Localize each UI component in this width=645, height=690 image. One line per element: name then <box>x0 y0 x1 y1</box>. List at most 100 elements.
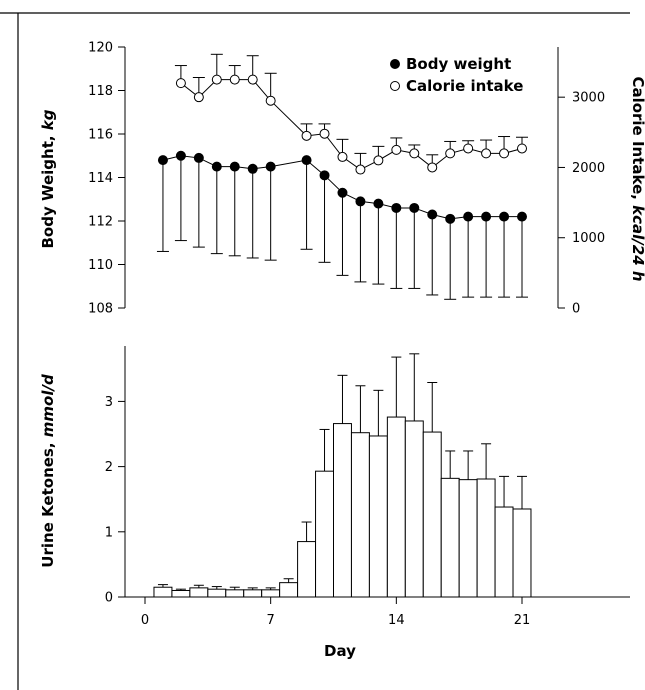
calorie-intake-point <box>391 144 402 155</box>
calorie-intake-point <box>337 151 348 162</box>
calorie-intake-point <box>211 74 222 85</box>
body-weight-point <box>463 211 474 222</box>
right-y-tick-label: 3000 <box>572 91 605 106</box>
calorie-intake-point <box>463 143 474 154</box>
body-weight-point <box>409 202 420 213</box>
legend-label-body-weight: Body weight <box>406 55 511 73</box>
ketone-bar <box>315 470 334 598</box>
body-weight-point <box>337 187 348 198</box>
calorie-intake-point <box>265 95 276 106</box>
ketone-bar <box>350 432 370 598</box>
calorie-intake-point <box>499 148 510 159</box>
calorie-intake-point <box>427 162 438 173</box>
body-weight-point <box>319 170 330 181</box>
x-tick-label: 14 <box>388 613 405 628</box>
body-weight-point <box>517 211 527 222</box>
body-weight-point <box>193 152 204 163</box>
urine-ketones-chart: 0 1 2 3 0 7 14 21 Urine Ketones, mmol/d Day <box>39 346 630 660</box>
ketone-bar <box>404 420 424 598</box>
calorie-intake-point <box>409 148 420 159</box>
left-y-tick-label: 120 <box>88 41 113 56</box>
x-tick-label: 0 <box>141 613 149 628</box>
left-y-tick-label: 110 <box>88 258 113 273</box>
bottom-y-axis-label: Urine Ketones, mmol/d <box>39 374 57 568</box>
calorie-intake-point <box>319 128 330 139</box>
body-weight-calorie-chart: 108 110 112 114 116 118 120 0 1000 2000 3000 Body… <box>39 41 645 317</box>
bottom-y-tick-label: 0 <box>105 591 113 606</box>
ketone-bar <box>189 587 209 598</box>
axis-label-name: Calorie Intake, <box>629 76 645 205</box>
ketone-bar <box>279 582 299 598</box>
x-axis-label: Day <box>324 642 356 660</box>
ketone-bar <box>297 541 317 598</box>
calorie-intake-point <box>517 143 527 154</box>
bars <box>153 353 532 598</box>
body-weight-point <box>445 213 456 224</box>
ketone-bar <box>476 478 496 598</box>
ketone-bar <box>333 423 352 598</box>
right-y-tick-label: 0 <box>572 302 580 317</box>
left-y-tick-label: 108 <box>88 302 113 317</box>
axis-label-name: Urine Ketones, <box>39 437 57 568</box>
axis-label-name: Body Weight, <box>39 130 57 248</box>
ketone-bar <box>207 588 227 598</box>
series-points <box>157 74 527 224</box>
body-weight-point <box>499 211 510 222</box>
bottom-y-tick-label: 2 <box>105 460 113 475</box>
bottom-y-ticks: 0 1 2 3 <box>105 395 125 606</box>
left-y-tick-label: 114 <box>88 171 113 186</box>
ketone-bar <box>440 477 460 598</box>
body-weight-point <box>211 161 222 172</box>
axis-label-unit: mmol/d <box>39 374 57 437</box>
left-y-axis-label: Body Weight, kg <box>39 109 57 248</box>
body-weight-point <box>229 161 240 172</box>
x-tick-label: 21 <box>514 613 531 628</box>
legend-marker-calorie-intake <box>390 81 400 91</box>
legend: Body weight Calorie intake <box>390 55 523 95</box>
calorie-intake-point <box>301 130 312 141</box>
bottom-y-tick-label: 1 <box>105 525 113 540</box>
bottom-x-ticks: 0 7 14 21 <box>141 597 530 628</box>
bottom-y-tick-label: 3 <box>105 395 113 410</box>
left-y-ticks: 108 110 112 114 116 118 120 <box>88 41 125 317</box>
ketone-bar <box>422 431 442 598</box>
left-y-tick-label: 116 <box>88 128 113 143</box>
right-y-ticks: 0 1000 2000 3000 <box>558 91 605 317</box>
ketone-bar <box>386 416 406 598</box>
body-weight-point <box>373 198 384 209</box>
calorie-intake-point <box>247 74 258 85</box>
calorie-intake-point <box>355 164 366 175</box>
calorie-intake-point <box>373 155 384 166</box>
body-weight-point <box>481 211 492 222</box>
body-weight-point <box>355 196 366 207</box>
calorie-intake-point <box>229 74 240 85</box>
ketone-bar <box>458 479 478 598</box>
axis-label-unit: kg <box>39 109 57 130</box>
legend-label-calorie-intake: Calorie intake <box>406 77 523 95</box>
body-weight-point <box>157 155 168 166</box>
right-y-tick-label: 1000 <box>572 231 605 246</box>
ketone-bar <box>494 506 514 598</box>
ketone-bar <box>368 435 388 598</box>
ketone-bar <box>171 589 191 598</box>
body-weight-point <box>301 155 312 166</box>
left-y-tick-label: 112 <box>88 215 113 230</box>
legend-marker-body-weight <box>390 59 400 69</box>
ketone-bar <box>512 508 532 598</box>
ketone-bar <box>153 586 173 598</box>
calorie-intake-point <box>193 92 204 103</box>
ketone-bar <box>225 589 245 598</box>
calorie-intake-point <box>445 148 456 159</box>
right-y-axis-label: Calorie Intake, kcal/24 h <box>629 76 645 281</box>
ketone-bar <box>243 589 263 598</box>
left-y-tick-label: 118 <box>88 84 113 99</box>
error-bars <box>156 53 528 300</box>
right-y-tick-label: 2000 <box>572 161 605 176</box>
x-tick-label: 7 <box>267 613 275 628</box>
body-weight-point <box>391 202 402 213</box>
ketone-bar <box>261 589 281 598</box>
axis-label-unit: kcal/24 h <box>629 205 645 281</box>
body-weight-point <box>247 163 258 174</box>
calorie-intake-point <box>175 78 186 89</box>
